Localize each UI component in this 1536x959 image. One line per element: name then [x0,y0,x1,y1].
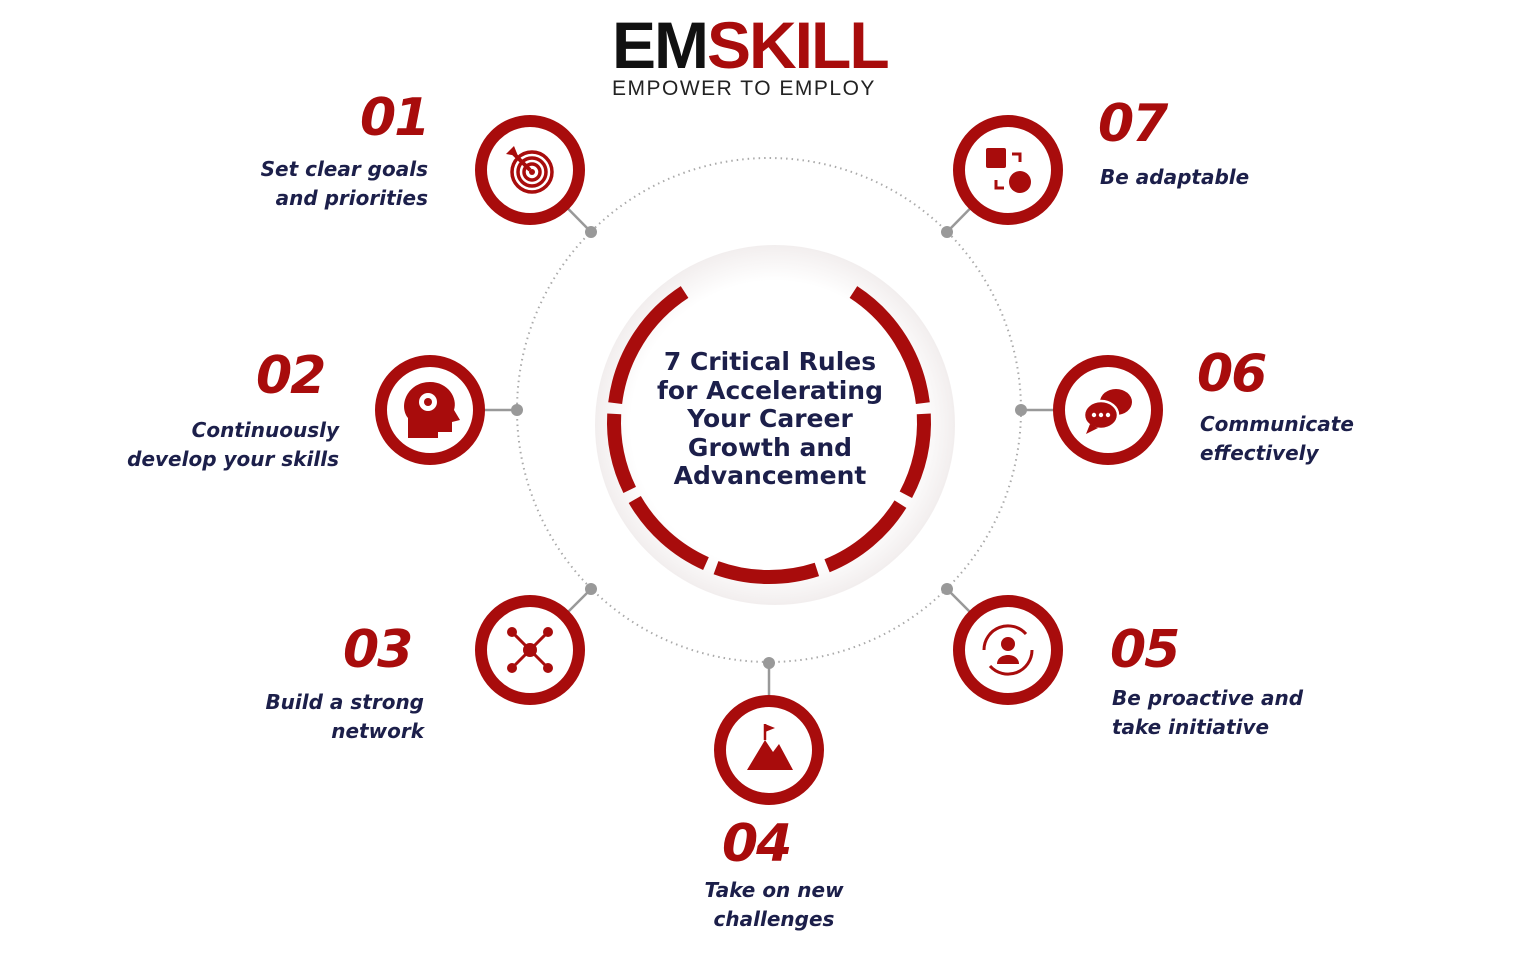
rule-number-02: 02 [256,346,326,406]
rule-label-03: Build a strong network [265,690,424,743]
ring-segment [899,413,931,499]
rule-number-04: 04 [722,814,792,874]
rule-label-04: Take on new challenges [704,878,844,931]
ring-segment [608,286,689,405]
shapes-swap-icon [986,148,1031,193]
rule-number-06: 06 [1197,344,1267,404]
rule-node-05 [941,583,1063,705]
ring-segment [628,495,709,570]
connector-dot [585,583,597,595]
rule-node-06 [1015,355,1163,465]
ring-segment [849,286,930,405]
rule-node-04 [714,657,824,805]
connector-dot [941,226,953,238]
rule-label-01: Set clear goals and priorities [260,157,428,210]
rule-label-02: Continuously develop your skills [127,418,339,471]
ring-segment [607,413,637,494]
rule-number-07: 07 [1098,94,1168,154]
connector-dot [763,657,775,669]
rule-node-07 [941,115,1063,238]
connector-dot [941,583,953,595]
rule-node-02 [375,355,523,465]
ring-segment [713,561,820,584]
network-icon [507,627,553,673]
emskill-logo: EMSKILL EMPOWER TO EMPLOY [612,12,894,100]
rule-number-05: 05 [1110,620,1180,680]
person-cycle-icon [982,624,1034,676]
head-gear-icon [404,382,460,438]
rule-node-03 [475,583,597,705]
icon-ring [953,115,1063,225]
rule-label-06: Communicate effectively [1200,412,1354,465]
rule-number-01: 01 [360,88,430,148]
connector-dot [585,226,597,238]
mountain-flag-icon [747,724,793,770]
rule-label-07: Be adaptable [1100,165,1250,189]
logo-em: EM [612,8,709,82]
logo-skill: SKILL [707,8,890,82]
connector-dot [511,404,523,416]
rule-number-03: 03 [343,620,413,680]
target-icon [506,146,554,194]
diagram-title: 7 Critical Rules for Accelerating Your C… [657,347,883,490]
rule-label-05: Be proactive and take initiative [1112,686,1304,739]
rule-node-01 [475,115,597,238]
connector-dot [1015,404,1027,416]
chat-bubbles-icon [1082,389,1132,434]
center-ring [607,286,931,584]
center-glow [595,245,955,605]
ring-segment [824,500,907,573]
logo-tagline: EMPOWER TO EMPLOY [612,77,876,100]
